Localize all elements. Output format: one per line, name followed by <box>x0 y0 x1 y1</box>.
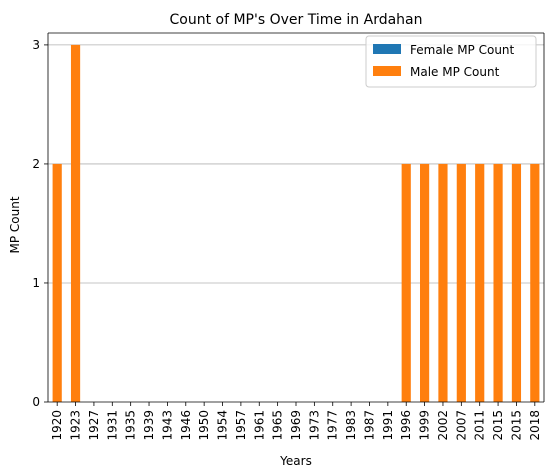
x-tick-label: 1927 <box>87 410 101 441</box>
bar-male <box>70 44 81 402</box>
x-tick-label: 1977 <box>326 410 340 441</box>
bar-male <box>420 163 430 402</box>
x-axis-label: Years <box>279 454 312 468</box>
y-axis-label: MP Count <box>8 196 22 253</box>
legend-label-female: Female MP Count <box>410 43 515 57</box>
bar-male <box>52 163 62 402</box>
x-tick-label: 1991 <box>381 410 395 441</box>
x-tick-label: 1943 <box>160 410 174 441</box>
x-tick-label: 2002 <box>436 410 450 441</box>
y-tick-label: 1 <box>32 276 40 290</box>
y-tick-label: 2 <box>32 157 40 171</box>
x-tick-label: 1996 <box>399 410 413 441</box>
bar-male <box>530 163 540 402</box>
bar-male <box>511 163 522 402</box>
y-ticks: 0 1 2 3 <box>32 38 48 409</box>
x-tick-label: 2007 <box>454 410 468 441</box>
legend: Female MP Count Male MP Count <box>365 35 537 88</box>
x-tick-label: 1983 <box>344 410 358 441</box>
x-tick-label: 1931 <box>105 410 119 441</box>
bar-male <box>401 163 411 402</box>
axes-layer <box>47 32 545 403</box>
y-tick-label: 3 <box>32 38 40 52</box>
bar-male <box>456 163 466 402</box>
x-tick-label: 1920 <box>50 410 64 441</box>
y-tick-label: 0 <box>32 395 40 409</box>
bar-male <box>475 163 485 402</box>
x-tick-label: 1923 <box>69 410 83 441</box>
bar-male <box>493 163 503 402</box>
x-tick-label: 1939 <box>142 410 156 441</box>
x-tick-label: 1954 <box>216 410 230 441</box>
x-ticks: 1920 1923 1927 1931 1935 1939 1943 1946 1950 1954… <box>50 402 542 441</box>
x-tick-label: 2015 <box>509 410 523 441</box>
legend-swatch-male <box>373 66 401 76</box>
bars-layer <box>52 44 540 402</box>
x-tick-label: 2011 <box>473 410 487 441</box>
legend-frame <box>365 35 537 88</box>
bar-male <box>438 163 448 402</box>
x-tick-label: 1965 <box>271 410 285 441</box>
legend-swatch-female <box>373 44 401 54</box>
legend-label-male: Male MP Count <box>410 65 500 79</box>
x-tick-label: 1987 <box>362 410 376 441</box>
chart-title: Count of MP's Over Time in Ardahan <box>169 12 422 28</box>
x-tick-label: 2018 <box>528 410 542 441</box>
x-tick-label: 1946 <box>179 410 193 441</box>
x-tick-label: 1935 <box>124 410 138 441</box>
x-tick-label: 1999 <box>418 410 432 441</box>
x-tick-label: 1961 <box>252 410 266 441</box>
x-tick-label: 1957 <box>234 410 248 441</box>
x-tick-label: 1973 <box>307 410 321 441</box>
x-tick-label: 1950 <box>197 410 211 441</box>
x-tick-label: 2015 <box>491 410 505 441</box>
x-tick-label: 1969 <box>289 410 303 441</box>
